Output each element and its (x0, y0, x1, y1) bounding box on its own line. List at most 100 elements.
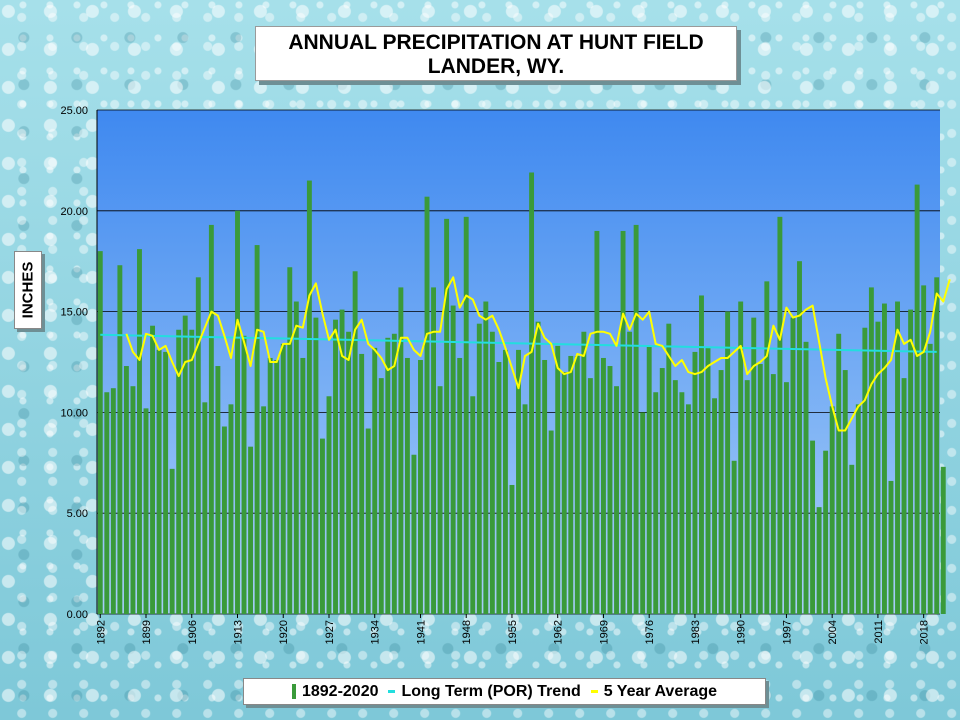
bar-1993 (757, 364, 763, 614)
bar-2001 (810, 440, 816, 614)
bar-1917 (261, 406, 267, 614)
bar-1980 (672, 380, 678, 614)
bar-1942 (424, 196, 430, 615)
bar-2005 (836, 333, 842, 614)
bar-1968 (594, 230, 600, 614)
x-tick-label: 1941 (415, 620, 427, 644)
bar-1918 (267, 357, 273, 614)
x-tick-label: 1906 (187, 620, 199, 644)
bar-1965 (574, 355, 580, 614)
bar-1903 (169, 468, 175, 614)
x-tick-label: 1913 (233, 620, 245, 644)
bar-2017 (914, 184, 920, 615)
bar-1992 (751, 317, 757, 614)
bar-undefined (940, 466, 946, 614)
bar-2002 (816, 507, 822, 614)
line-series (100, 276, 951, 432)
bar-1951 (483, 301, 489, 614)
bar-1924 (306, 180, 312, 614)
bar-1999 (797, 261, 802, 614)
bar-2010 (868, 287, 874, 614)
x-tick-label: 2018 (919, 620, 931, 644)
bar-2019 (927, 343, 933, 614)
bar-1983 (692, 351, 698, 614)
bar-1952 (489, 331, 495, 614)
bar-2009 (862, 327, 868, 614)
bar-1960 (542, 359, 548, 614)
bar-1900 (150, 325, 155, 614)
legend-item-trend: Long Term (POR) Trend (388, 682, 581, 701)
bar-2018 (921, 285, 927, 614)
bar-series (97, 172, 946, 615)
bar-1974 (633, 224, 639, 615)
bar-1895 (117, 265, 123, 614)
bar-1973 (627, 331, 633, 614)
bar-1926 (320, 438, 325, 614)
bar-1972 (620, 230, 626, 614)
legend-item-bars: 1892-2020 (291, 682, 379, 701)
bar-1958 (529, 172, 535, 614)
x-tick-label: 1920 (278, 620, 290, 644)
x-tick-label: 1969 (598, 620, 610, 644)
y-tick-label: 0.00 (67, 609, 88, 621)
bar-1922 (293, 301, 299, 614)
bar-1893 (104, 392, 110, 614)
bar-1994 (764, 281, 770, 614)
five-year-average-line (125, 276, 951, 432)
bar-1933 (365, 428, 371, 614)
bar-1954 (502, 349, 508, 614)
y-tick-label: 10.00 (60, 407, 88, 419)
bar-1935 (378, 378, 384, 614)
bar-1976 (646, 345, 652, 614)
legend-bars-label: 1892-2020 (301, 682, 379, 700)
bar-2006 (842, 370, 848, 614)
bar-1955 (509, 484, 515, 614)
bar-1969 (601, 357, 606, 614)
bar-1910 (215, 366, 221, 614)
legend-bar-swatch (291, 684, 296, 699)
title-line-1: ANNUAL PRECIPITATION AT HUNT FIELD (288, 31, 704, 54)
bar-1921 (287, 267, 293, 614)
bar-1905 (182, 315, 188, 614)
bar-1904 (176, 329, 182, 614)
legend-item-avg: 5 Year Average (590, 683, 717, 701)
bar-1908 (202, 402, 208, 614)
legend-avg-swatch (590, 690, 598, 693)
x-tick-label: 2004 (827, 620, 839, 644)
bar-1937 (391, 333, 397, 614)
y-tick-label: 15.00 (60, 307, 88, 319)
bar-1902 (163, 351, 169, 614)
legend-trend-label: Long Term (POR) Trend (401, 682, 581, 700)
x-tick-label: 1927 (324, 620, 336, 644)
bar-1986 (712, 398, 717, 614)
bar-1998 (790, 317, 796, 614)
bar-1906 (189, 329, 195, 614)
bar-1971 (614, 386, 619, 614)
bar-1953 (496, 362, 502, 614)
bar-1990 (738, 301, 744, 614)
bar-1896 (123, 366, 129, 614)
bar-1989 (731, 460, 737, 614)
y-tick-label: 20.00 (60, 206, 88, 218)
bar-1923 (300, 357, 306, 614)
bar-1979 (666, 323, 672, 614)
bar-1984 (699, 295, 704, 614)
bar-2020 (934, 277, 940, 614)
bar-1941 (418, 359, 423, 614)
bar-1912 (228, 404, 234, 614)
bar-1931 (352, 271, 358, 614)
bar-1929 (339, 309, 345, 614)
bar-1899 (143, 408, 149, 614)
bar-1947 (457, 357, 463, 614)
bar-1892 (97, 251, 103, 614)
bar-1945 (444, 218, 450, 614)
x-tick-label: 1976 (644, 620, 656, 644)
x-axis-ticks: 1892 1899 1906 1913 1920 1927 1934 1941 1948 1955… (95, 614, 931, 644)
bar-1920 (280, 343, 286, 614)
bar-2003 (823, 450, 829, 614)
x-tick-label: 1983 (690, 620, 702, 644)
bar-1975 (640, 412, 646, 614)
bar-1936 (385, 337, 391, 614)
bar-1970 (607, 366, 613, 614)
bar-1930 (346, 331, 352, 614)
